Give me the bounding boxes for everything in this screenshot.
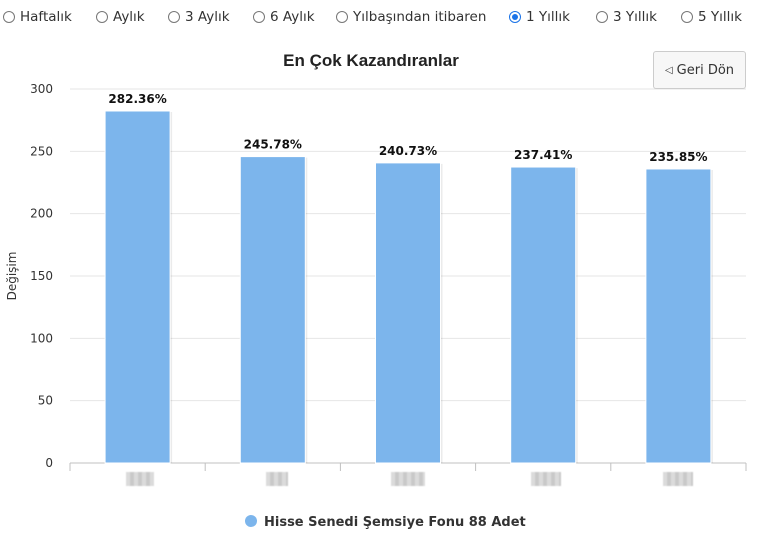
data-label: 237.41% [514, 148, 572, 162]
period-option-1-year[interactable]: 1 Yıllık [509, 6, 570, 28]
radio-button-checked-icon[interactable] [509, 11, 521, 23]
back-button-label: Geri Dön [676, 62, 735, 78]
period-option-3-months[interactable]: 3 Aylık [168, 6, 230, 28]
period-option-label: 6 Aylık [270, 9, 315, 25]
bar-chart: En Çok Kazandıranlar 0 50 100 150 200 250 300 De… [5, 51, 747, 530]
period-option-monthly[interactable]: Aylık [96, 6, 145, 28]
radio-button-icon[interactable] [596, 11, 608, 23]
period-option-label: 5 Yıllık [698, 9, 742, 25]
period-option-label: 1 Yıllık [526, 9, 570, 25]
period-option-5-years[interactable]: 5 Yıllık [681, 6, 742, 28]
x-tick-label-redacted [266, 472, 288, 486]
period-option-label: Aylık [113, 9, 145, 25]
period-option-6-months[interactable]: 6 Aylık [253, 6, 315, 28]
y-tick-label: 150 [30, 269, 53, 283]
radio-button-icon[interactable] [253, 11, 265, 23]
legend-marker [245, 515, 257, 527]
radio-button-icon[interactable] [3, 11, 15, 23]
period-option-weekly[interactable]: Haftalık [3, 6, 72, 28]
y-tick-label: 300 [30, 82, 53, 96]
period-option-label: 3 Aylık [185, 9, 230, 25]
radio-button-icon[interactable] [681, 11, 693, 23]
chart-title: En Çok Kazandıranlar [283, 51, 459, 70]
triangle-left-icon: ◁ [664, 64, 673, 76]
x-tick-label-redacted [663, 472, 693, 486]
y-tick-label: 200 [30, 207, 53, 221]
data-label: 282.36% [108, 92, 166, 106]
bar [645, 168, 712, 464]
period-option-label: 3 Yıllık [613, 9, 657, 25]
data-label: 240.73% [379, 144, 437, 158]
period-option-ytd[interactable]: Yılbaşından itibaren [336, 6, 486, 28]
back-button[interactable]: ◁ Geri Dön [653, 51, 746, 89]
period-option-label: Yılbaşından itibaren [353, 9, 487, 25]
y-tick-label: 50 [38, 394, 53, 408]
data-label: 245.78% [244, 138, 302, 152]
x-tick-label-redacted [126, 472, 154, 486]
period-selector: Haftalık Aylık 3 Aylık 6 Aylık Yılbaşınd… [0, 6, 770, 28]
x-tick-label-redacted [391, 472, 425, 486]
bar [104, 110, 171, 464]
radio-button-icon[interactable] [168, 11, 180, 23]
y-axis-label: Değişim [5, 252, 19, 301]
bar [510, 166, 577, 464]
bar [239, 156, 306, 464]
y-tick-label: 250 [30, 144, 53, 158]
period-option-label: Haftalık [20, 9, 72, 25]
radio-button-icon[interactable] [336, 11, 348, 23]
legend-label: Hisse Senedi Şemsiye Fonu 88 Adet [264, 515, 526, 530]
x-tick-label-redacted [531, 472, 561, 486]
y-tick-label: 0 [45, 456, 53, 470]
bar [375, 162, 441, 464]
y-tick-label: 100 [30, 331, 53, 345]
radio-button-icon[interactable] [96, 11, 108, 23]
data-label: 235.85% [649, 150, 707, 164]
period-option-3-years[interactable]: 3 Yıllık [596, 6, 657, 28]
